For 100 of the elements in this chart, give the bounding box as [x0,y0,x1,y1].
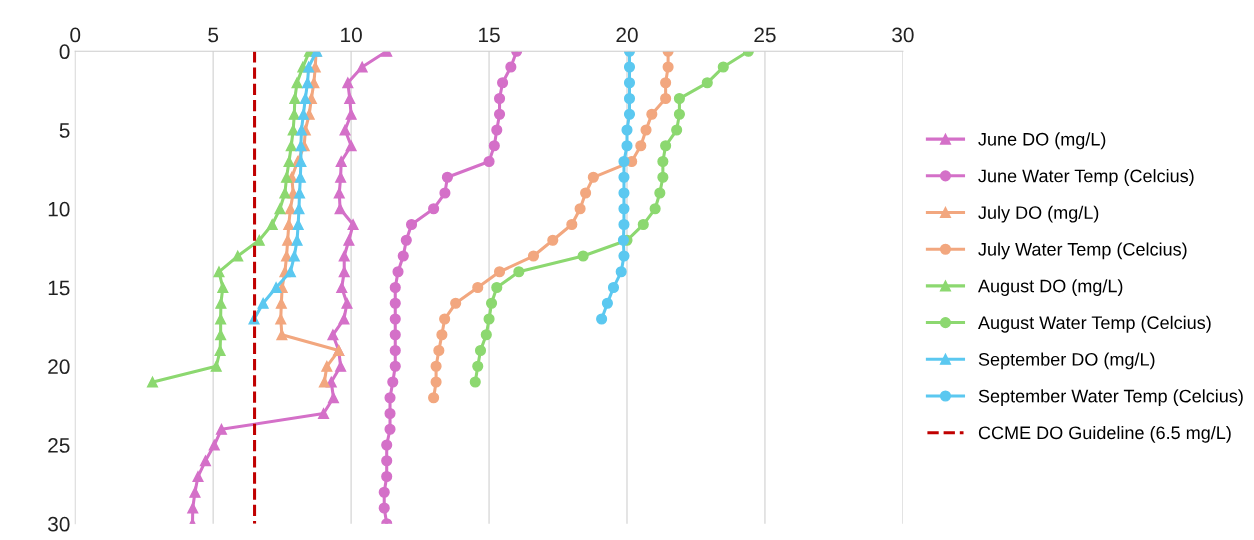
point [640,124,652,136]
point [472,360,484,372]
point [596,313,608,325]
point [649,203,661,215]
point [378,502,390,514]
point [623,77,636,89]
point [701,77,713,89]
point [450,297,462,309]
point [433,344,445,357]
point [660,140,672,152]
point [607,281,620,294]
point [270,281,282,294]
point [493,266,506,278]
point [635,140,647,152]
point [389,281,401,294]
point [381,455,393,467]
x-tick-label: 25 [754,27,776,43]
point [318,376,330,388]
point [646,108,658,120]
x-tick-label: 20 [616,27,638,43]
point [428,203,440,215]
point [378,486,390,498]
point [400,234,412,246]
point [654,187,666,199]
point [441,171,453,183]
point [491,124,503,136]
point [215,423,228,435]
point [341,297,353,309]
point [480,329,492,341]
point [623,92,636,105]
point [660,92,672,105]
point [577,250,589,262]
point [274,203,286,215]
point [335,360,347,372]
point [284,266,296,278]
point [344,92,356,105]
point [439,313,451,325]
point [657,171,669,183]
point [483,313,495,325]
point [317,407,330,420]
legend-label: July Water Temp (Celcius) [978,242,1187,260]
point [303,61,315,73]
point [430,360,442,372]
point [335,155,347,168]
point [356,61,368,73]
point [215,329,227,341]
point [208,439,220,451]
point [281,171,293,183]
point [338,266,350,278]
legend-label: August Water Temp (Celcius) [978,315,1211,333]
x-tick-label: 0 [70,27,81,43]
point [505,61,517,73]
point [574,203,586,215]
x-tick-label: 15 [479,27,500,43]
point [673,92,685,105]
point [472,281,484,294]
y-tick-label: 25 [48,438,70,453]
point [618,250,630,262]
point [392,266,404,278]
point [657,155,669,168]
point [474,344,487,357]
point [618,218,630,231]
point [389,297,401,309]
point [430,376,442,388]
point [497,77,509,89]
point [381,470,393,483]
point [293,203,305,215]
y-tick-label: 5 [59,123,70,138]
legend-label: September DO (mg/L) [978,352,1155,370]
point [491,281,503,294]
point [327,392,340,404]
point [285,140,297,152]
point [618,203,630,215]
point [662,61,674,73]
point [637,218,649,231]
point [384,407,396,420]
point [405,218,418,231]
point [493,108,506,120]
point [580,187,592,199]
x-tick-label: 10 [341,27,362,43]
point [291,77,303,89]
point [621,140,633,152]
point [389,344,401,357]
point [381,439,393,451]
point [146,376,159,388]
point [439,187,451,199]
point [397,250,409,262]
point [389,329,401,341]
point [279,187,291,199]
point [673,108,685,120]
y-tick-label: 10 [48,201,70,217]
point [671,124,683,136]
legend-label: CCME DO Guideline (6.5 mg/L) [978,425,1231,443]
point [189,486,201,498]
point [210,360,222,372]
point [384,392,396,404]
y-tick-label: 20 [48,359,70,375]
point [253,234,265,246]
point [293,187,306,199]
point [339,124,351,136]
